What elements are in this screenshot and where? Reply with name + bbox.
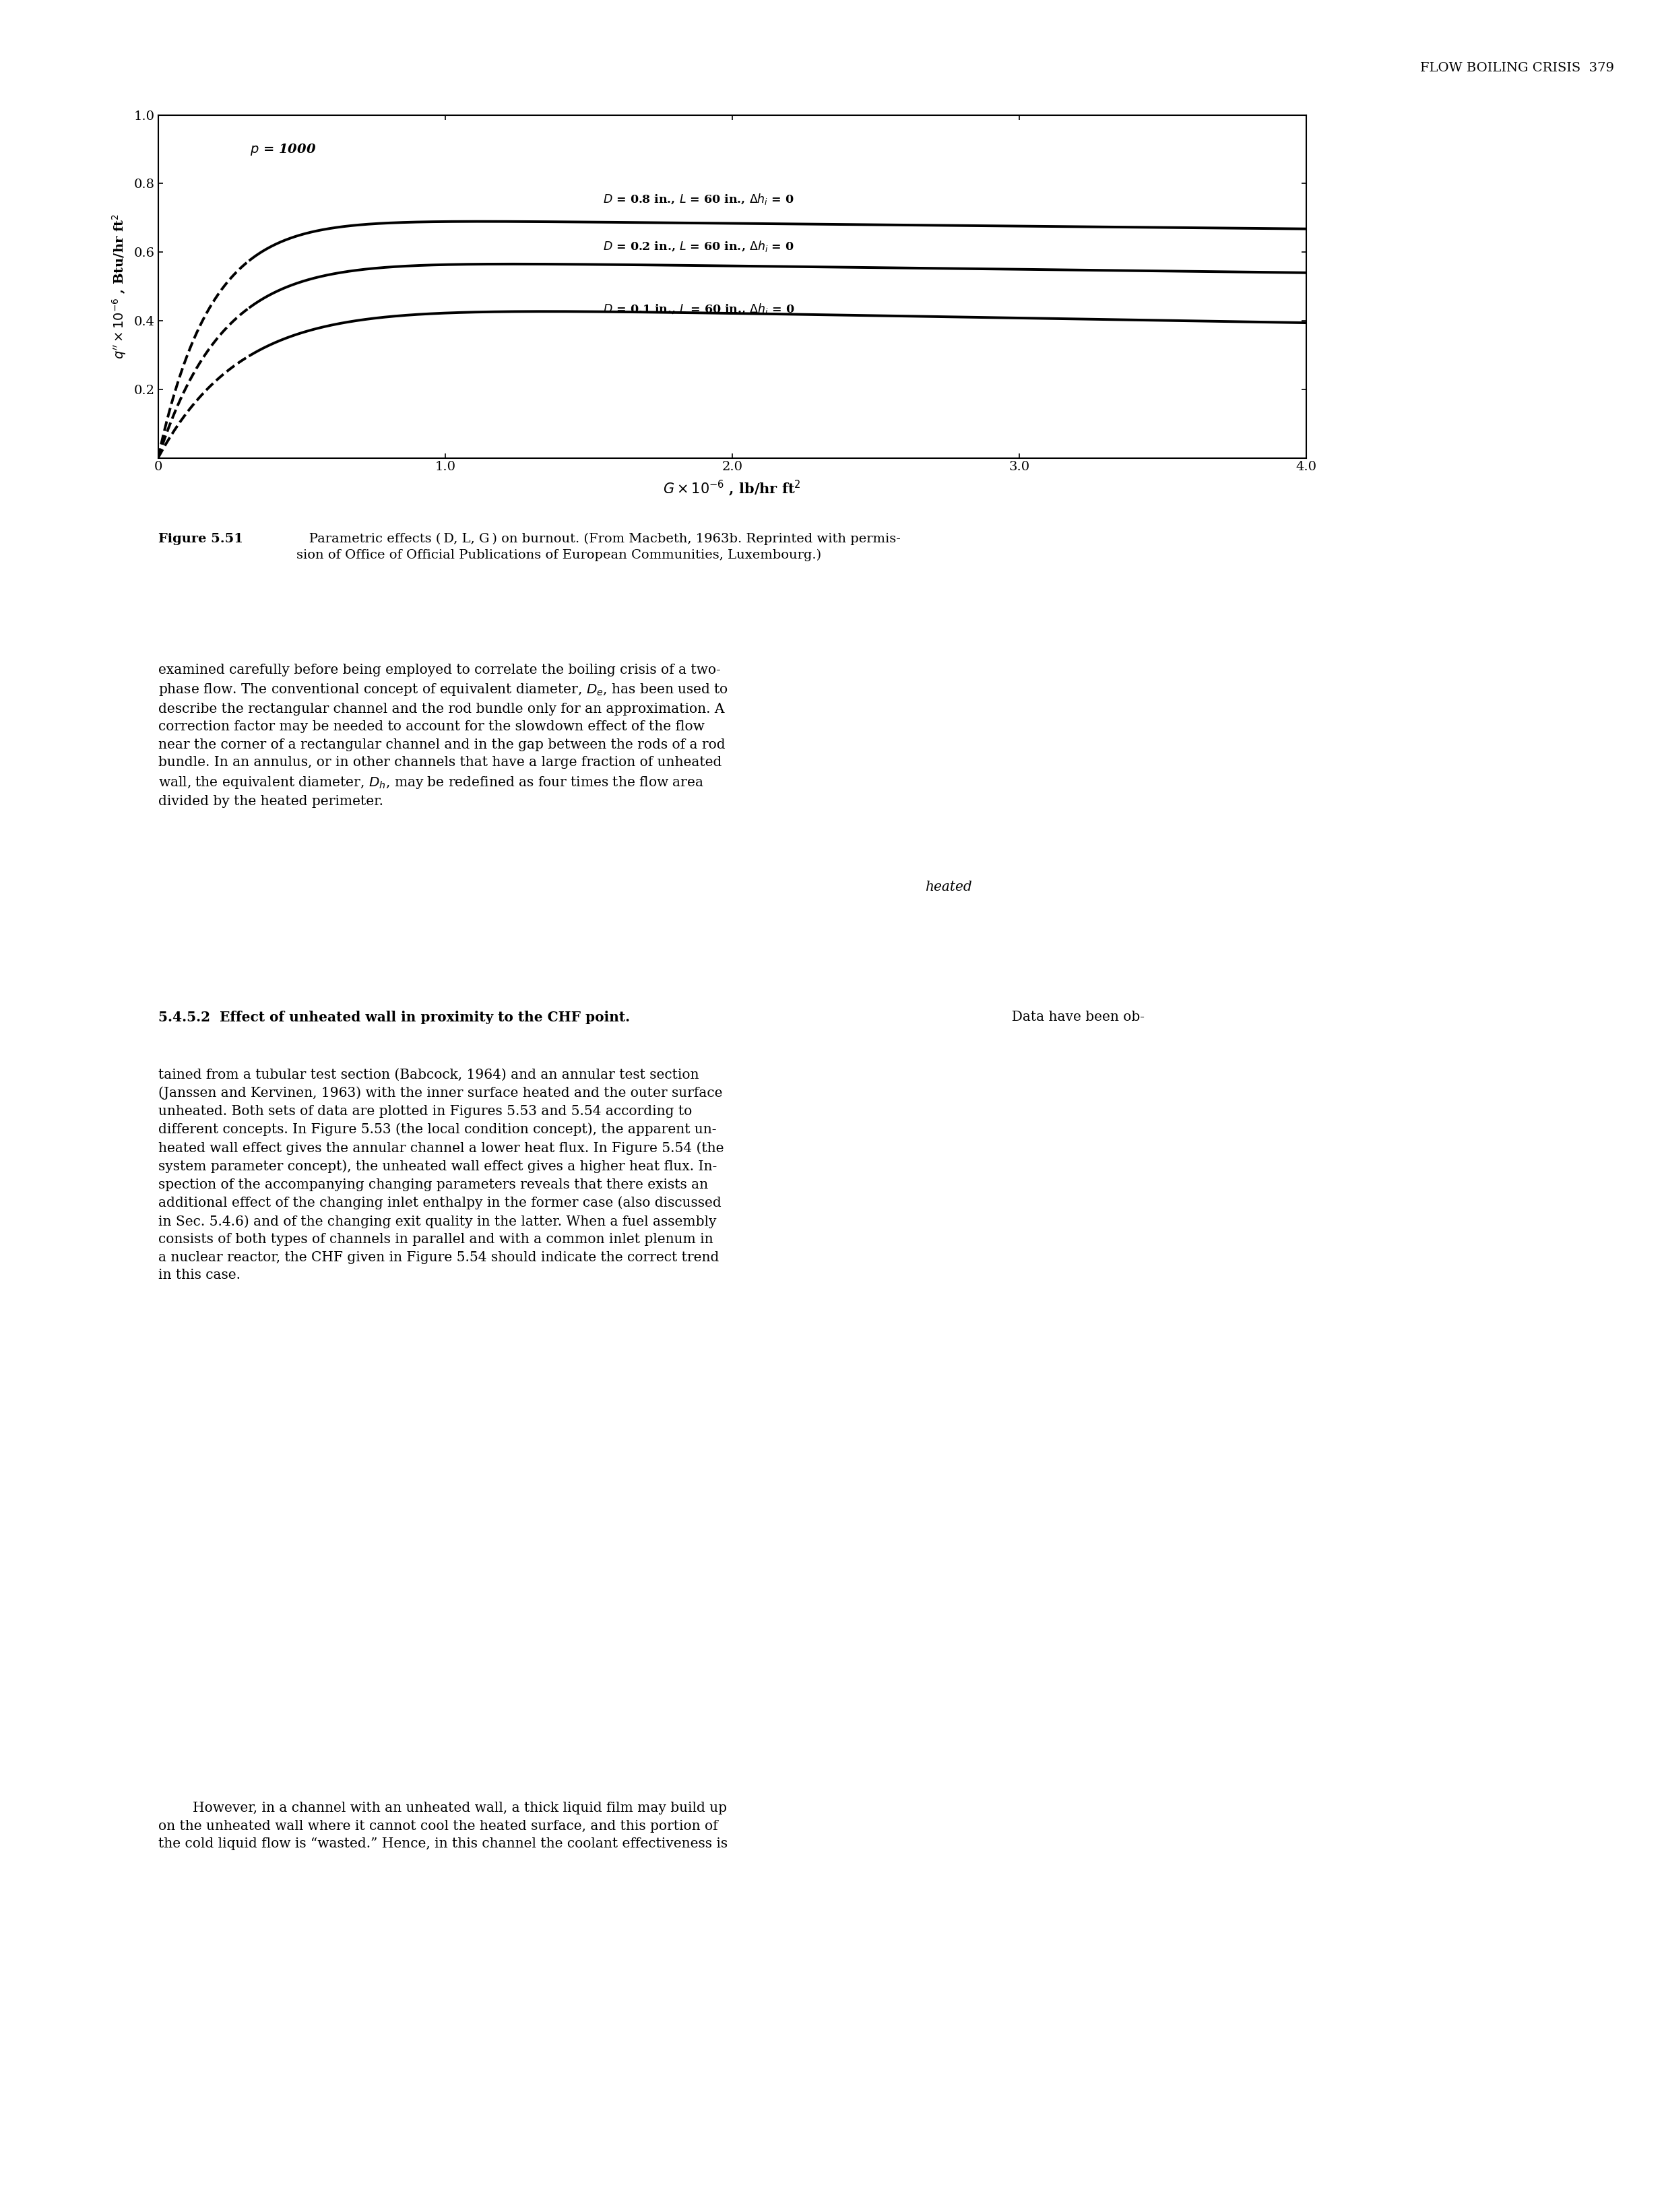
Text: $D$ = 0.1 in., $L$ = 60 in., $\Delta h_i$ = 0: $D$ = 0.1 in., $L$ = 60 in., $\Delta h_i… bbox=[602, 301, 795, 316]
Text: $p$ = 1000: $p$ = 1000 bbox=[250, 142, 316, 157]
Y-axis label: $q'' \times 10^{-6}$ , Btu/hr ft$^2$: $q'' \times 10^{-6}$ , Btu/hr ft$^2$ bbox=[111, 215, 128, 358]
Text: FLOW BOILING CRISIS  379: FLOW BOILING CRISIS 379 bbox=[1419, 62, 1614, 73]
Text: $D$ = 0.8 in., $L$ = 60 in., $\Delta h_i$ = 0: $D$ = 0.8 in., $L$ = 60 in., $\Delta h_i… bbox=[602, 192, 794, 206]
Text: 5.4.5.2  Effect of unheated wall in proximity to the CHF point.: 5.4.5.2 Effect of unheated wall in proxi… bbox=[158, 1011, 629, 1024]
Text: Data have been ob-: Data have been ob- bbox=[1003, 1011, 1145, 1024]
Text: Parametric effects ( D, L, G ) on burnout. (From Macbeth, 1963b. Reprinted with : Parametric effects ( D, L, G ) on burnou… bbox=[296, 533, 900, 562]
Text: Figure 5.51: Figure 5.51 bbox=[158, 533, 243, 544]
Text: examined carefully before being employed to correlate the boiling crisis of a tw: examined carefully before being employed… bbox=[158, 664, 729, 807]
Text: heated: heated bbox=[925, 880, 972, 894]
Text: $D$ = 0.2 in., $L$ = 60 in., $\Delta h_i$ = 0: $D$ = 0.2 in., $L$ = 60 in., $\Delta h_i… bbox=[602, 239, 794, 252]
Text: However, in a channel with an unheated wall, a thick liquid film may build up
on: However, in a channel with an unheated w… bbox=[158, 1801, 727, 1849]
Text: tained from a tubular test section (Babcock, 1964) and an annular test section
(: tained from a tubular test section (Babc… bbox=[158, 1068, 724, 1281]
X-axis label: $G \times 10^{-6}$ , lb/hr ft$^2$: $G \times 10^{-6}$ , lb/hr ft$^2$ bbox=[664, 480, 800, 498]
